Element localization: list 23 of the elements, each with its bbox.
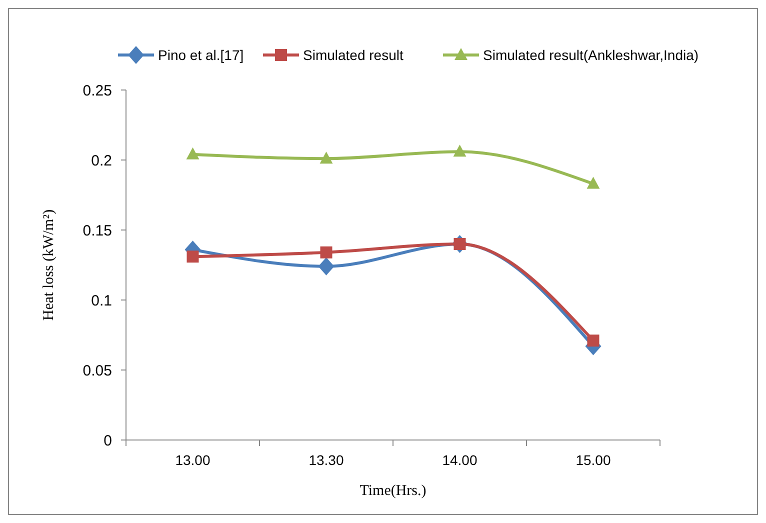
y-tick-label: 0.15 — [82, 222, 112, 240]
point — [320, 152, 333, 164]
point — [587, 334, 600, 347]
point — [186, 250, 199, 263]
x-tick-label: 13.00 — [175, 452, 210, 468]
x-tick-label: 15.00 — [576, 452, 611, 468]
point — [320, 246, 332, 258]
x-tick-label: 13.30 — [308, 452, 344, 468]
point — [318, 257, 334, 276]
x-axis-title: Time(Hrs.) — [360, 483, 426, 499]
point — [453, 144, 466, 157]
y-tick-label: 0.2 — [91, 152, 112, 170]
point — [586, 176, 600, 189]
point — [186, 147, 200, 160]
y-tick-label: 0.25 — [82, 82, 112, 100]
y-axis-title: Heat loss (kW/m²) — [41, 209, 57, 321]
x-tick-label: 14.00 — [442, 452, 478, 468]
y-tick-label: 0 — [104, 432, 112, 450]
legend-label: Pino et al.[17] — [158, 46, 244, 63]
y-tick-label: 0.05 — [82, 362, 112, 380]
legend-label: Simulated result(Ankleshwar,India) — [483, 46, 699, 63]
legend-label: Simulated result — [303, 46, 404, 63]
y-tick-label: 0.1 — [91, 292, 112, 310]
